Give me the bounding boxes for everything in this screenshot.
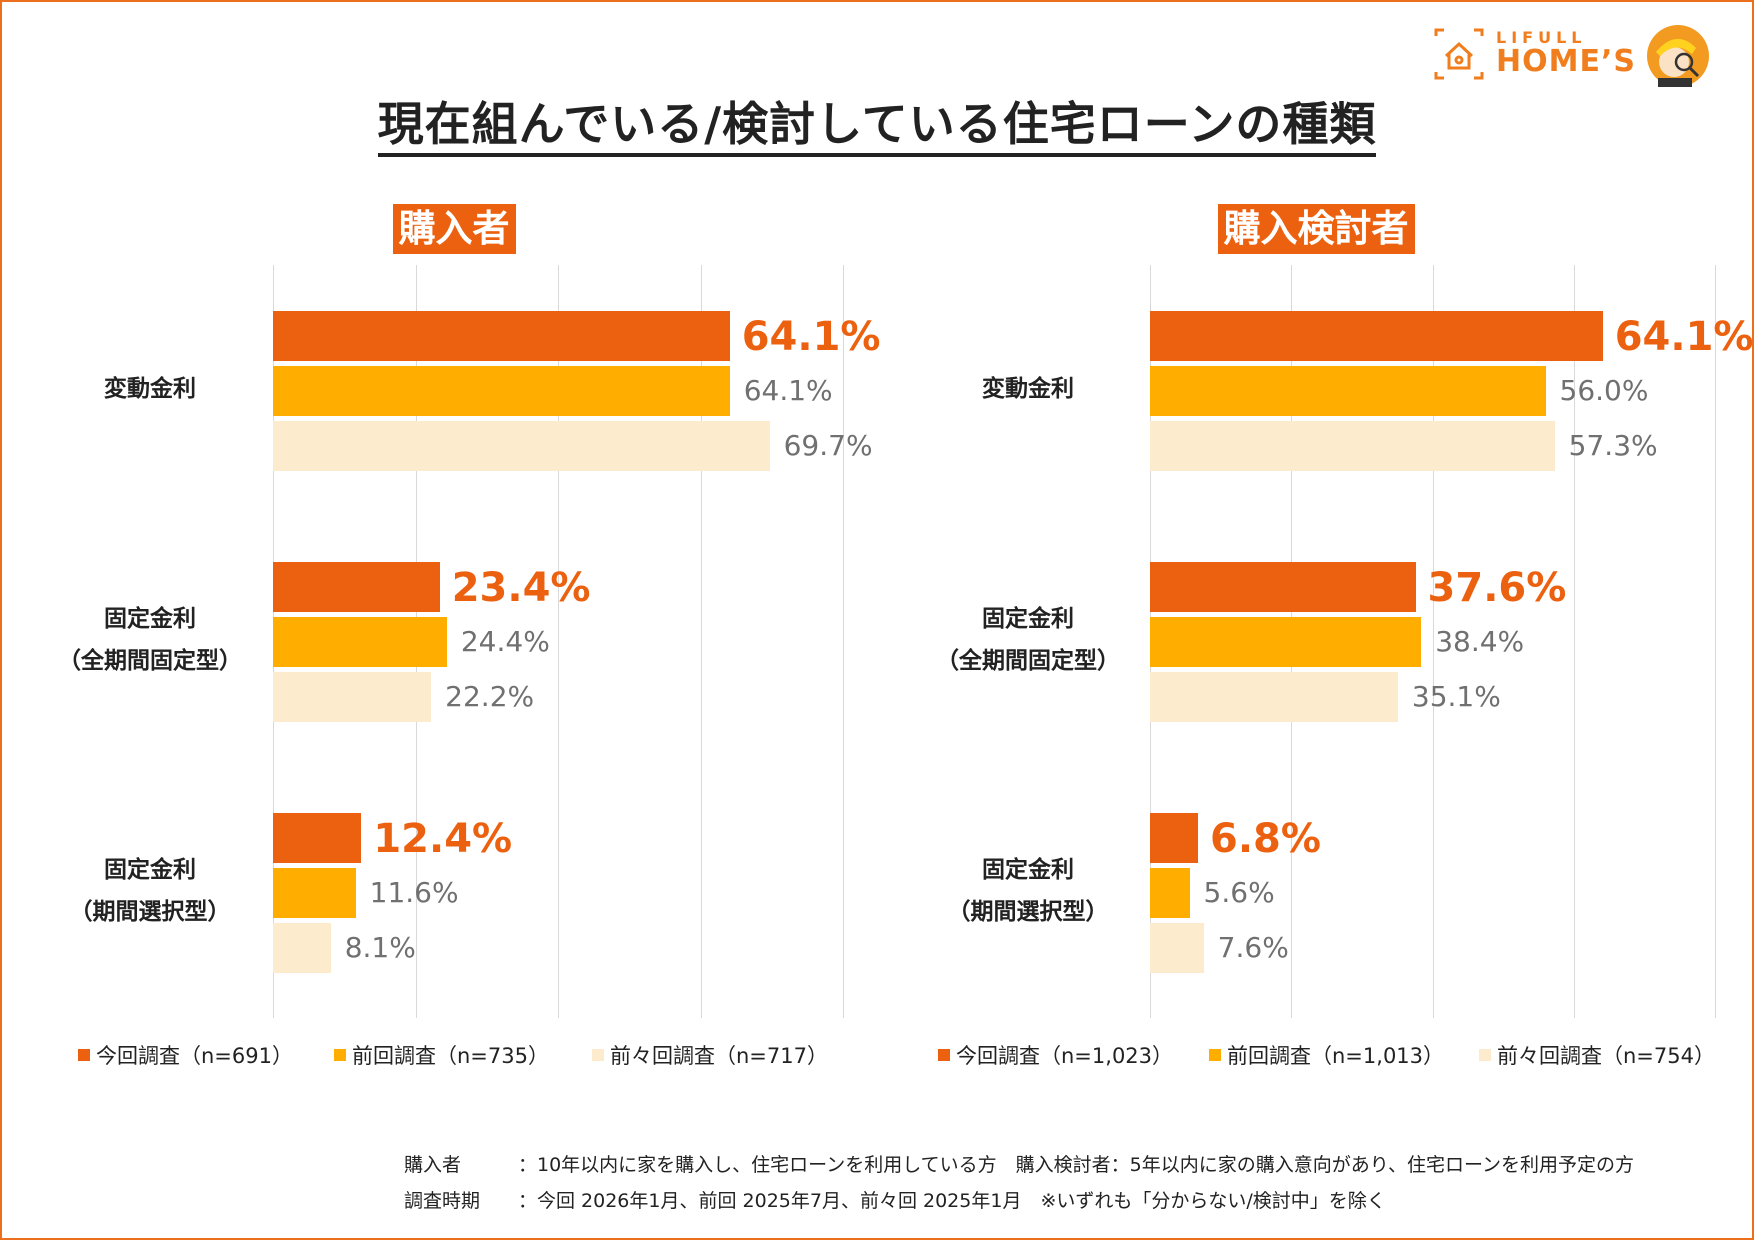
gridline bbox=[1715, 265, 1716, 1018]
legend-swatch bbox=[938, 1049, 950, 1061]
category-label-line: （期間選択型） bbox=[69, 899, 231, 925]
legend-swatch bbox=[78, 1049, 90, 1061]
data-label: 38.4% bbox=[1435, 625, 1525, 658]
category-label: 固定金利 （期間選択型） bbox=[20, 849, 280, 933]
category-label-line: 変動金利 bbox=[104, 376, 196, 402]
category-label: 固定金利 （期間選択型） bbox=[898, 849, 1158, 933]
bar bbox=[1150, 672, 1398, 722]
data-label: 35.1% bbox=[1411, 680, 1501, 713]
bar bbox=[273, 617, 447, 667]
gridline bbox=[1573, 265, 1575, 1018]
legend-label: 今回調査（n=691） bbox=[96, 1044, 293, 1068]
category-label: 固定金利 （全期間固定型） bbox=[20, 598, 280, 682]
legend-label: 前々回調査（n=754） bbox=[1497, 1044, 1715, 1068]
bar bbox=[1150, 868, 1190, 918]
bar bbox=[1150, 617, 1422, 667]
data-label: 57.3% bbox=[1568, 429, 1658, 462]
legend-label: 前回調査（n=735） bbox=[352, 1044, 549, 1068]
note-survey-period: 調査時期 ：今回 2026年1月、前回 2025年7月、前々回 2025年1月 … bbox=[404, 1190, 1386, 1212]
legend-swatch bbox=[1209, 1049, 1221, 1061]
category-label-line: 固定金利 bbox=[104, 857, 196, 883]
note-definitions: 購入者 ：10年以内に家を購入し、住宅ローンを利用している方 購入検討者：5年以… bbox=[404, 1154, 1635, 1176]
legend-item: 前々回調査（n=754） bbox=[1479, 1040, 1715, 1070]
category-label-line: 固定金利 bbox=[982, 606, 1074, 632]
panel-title: 購入検討者 bbox=[1217, 204, 1415, 254]
data-label: 12.4% bbox=[373, 816, 513, 862]
legend-swatch bbox=[334, 1049, 346, 1061]
bar bbox=[1150, 311, 1603, 361]
data-label: 6.8% bbox=[1210, 816, 1321, 862]
legend-item: 前々回調査（n=717） bbox=[592, 1040, 828, 1070]
bar bbox=[273, 813, 362, 863]
page-title: 現在組んでいる/検討している住宅ローンの種類 bbox=[0, 88, 1754, 157]
lifull-homes-logo bbox=[1430, 22, 1714, 90]
legend-item: 前回調査（n=1,013） bbox=[1209, 1040, 1444, 1070]
data-label: 24.4% bbox=[460, 625, 550, 658]
bar bbox=[1150, 421, 1555, 471]
bar bbox=[1150, 366, 1546, 416]
logo-text-lifull: LIFULL bbox=[1496, 28, 1587, 47]
logo-text-homes: HOME’S bbox=[1496, 44, 1636, 79]
data-label: 7.6% bbox=[1217, 931, 1289, 964]
data-label: 8.1% bbox=[344, 931, 416, 964]
gridline bbox=[1432, 265, 1434, 1018]
category-label: 固定金利 （全期間固定型） bbox=[898, 598, 1158, 682]
bar bbox=[273, 868, 356, 918]
data-label: 22.2% bbox=[445, 680, 535, 713]
category-label-line: 固定金利 bbox=[104, 606, 196, 632]
bar bbox=[1150, 923, 1204, 973]
legend-label: 前々回調査（n=717） bbox=[610, 1044, 828, 1068]
data-label: 64.1% bbox=[1614, 314, 1754, 360]
gridline bbox=[558, 265, 559, 1018]
legend-item: 今回調査（n=691） bbox=[78, 1040, 293, 1070]
gridline bbox=[700, 265, 702, 1018]
page-title-text: 現在組んでいる/検討している住宅ローンの種類 bbox=[377, 97, 1377, 157]
data-label: 56.0% bbox=[1559, 374, 1649, 407]
legend-label: 今回調査（n=1,023） bbox=[956, 1044, 1174, 1068]
bar bbox=[273, 311, 730, 361]
bar bbox=[273, 672, 432, 722]
bar bbox=[273, 562, 440, 612]
category-label-line: （期間選択型） bbox=[947, 899, 1109, 925]
category-label-line: （全期間固定型） bbox=[936, 648, 1120, 674]
legend-swatch bbox=[592, 1049, 604, 1061]
gridline bbox=[843, 265, 844, 1018]
legend-item: 今回調査（n=1,023） bbox=[938, 1040, 1173, 1070]
data-label: 5.6% bbox=[1203, 876, 1275, 909]
category-label-line: 固定金利 bbox=[982, 857, 1074, 883]
data-label: 23.4% bbox=[451, 565, 591, 611]
legend-swatch bbox=[1479, 1049, 1491, 1061]
data-label: 64.1% bbox=[741, 314, 881, 360]
category-label-line: （全期間固定型） bbox=[58, 648, 242, 674]
data-label: 69.7% bbox=[783, 429, 873, 462]
panel-title: 購入者 bbox=[392, 204, 516, 254]
category-label-line: 変動金利 bbox=[982, 376, 1074, 402]
data-label: 11.6% bbox=[369, 876, 459, 909]
category-label: 変動金利 bbox=[898, 368, 1158, 410]
data-label: 37.6% bbox=[1427, 565, 1567, 611]
bar bbox=[1150, 562, 1416, 612]
bar bbox=[1150, 813, 1199, 863]
bar bbox=[273, 366, 730, 416]
legend-label: 前回調査（n=1,013） bbox=[1227, 1044, 1445, 1068]
legend-item: 前回調査（n=735） bbox=[334, 1040, 549, 1070]
data-label: 64.1% bbox=[743, 374, 833, 407]
bar bbox=[273, 923, 331, 973]
category-label: 変動金利 bbox=[20, 368, 280, 410]
bar bbox=[273, 421, 770, 471]
